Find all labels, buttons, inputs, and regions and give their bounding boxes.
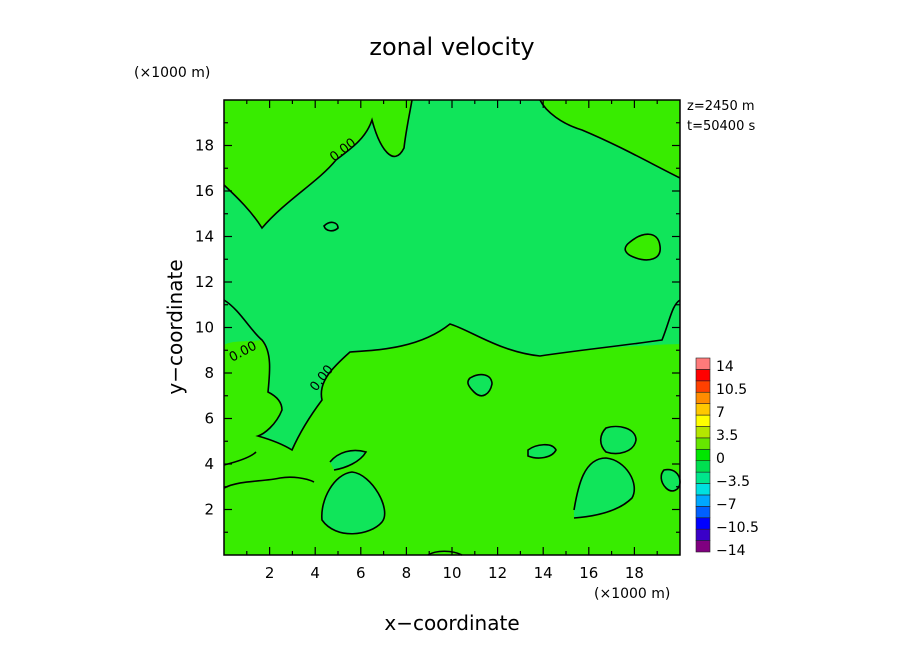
chart-title: zonal velocity [369,33,534,61]
colorbar-swatch [695,426,711,439]
y-tick-labels: 2 4 6 8 10 12 14 16 18 [195,137,214,519]
y-tick-label: 12 [195,273,214,291]
negative-pocket-6 [661,469,680,491]
axis-ticks [224,100,680,555]
contour-pocket-1 [573,457,636,519]
contour-pocket-5 [467,373,493,397]
colorbar-label: −14 [716,543,746,559]
y-axis-title: y−coordinate [163,259,187,394]
x-tick-label: 10 [442,564,461,582]
x-tick-label: 8 [402,564,412,582]
positive-region-north [224,100,412,228]
colorbar-swatch [695,369,711,382]
colorbar-swatch [695,528,711,541]
x-tick-label: 12 [488,564,507,582]
positive-region-east-blob [625,234,661,260]
x-tick-label: 16 [579,564,598,582]
x-tick-label: 2 [265,564,275,582]
colorbar-label: −10.5 [716,520,759,536]
x-tick-labels: 2 4 6 8 10 12 14 16 18 [265,564,644,582]
contour-west-low [223,476,315,489]
colorbar-swatch [695,403,711,416]
colorbar-swatch [695,506,711,519]
negative-pocket-2 [321,472,385,534]
colorbar-swatch [695,391,711,404]
y-tick-label: 6 [204,410,214,428]
colorbar-label: 14 [716,359,734,375]
contour-pocket-6 [660,468,681,492]
zero-contours [223,99,681,556]
colorbar-label: −3.5 [716,474,750,490]
contour-north [223,99,413,230]
positive-region-northeast [540,100,680,178]
colorbar-swatch [695,448,711,462]
y-units-label: (×1000 m) [134,65,210,81]
y-tick-label: 8 [204,364,214,382]
x-units-label: (×1000 m) [594,586,670,602]
contour-pocket-2 [321,471,386,535]
x-tick-label: 14 [534,564,553,582]
negative-pocket-5 [467,374,492,396]
colorbar-swatch [695,414,711,427]
x-tick-label: 6 [356,564,366,582]
y-tick-label: 18 [195,137,214,155]
negative-pocket-1 [574,458,635,518]
contour-bottom-edge [427,550,463,556]
colorbar-swatch [695,437,711,450]
contour-east-blob [624,233,661,261]
colorbar-swatch [695,460,711,473]
x-tick-label: 18 [625,564,644,582]
colorbar-swatch [695,357,711,370]
colorbar-labels: 14 10.5 7 3.5 0 −3.5 −7 −10.5 −14 [716,359,759,559]
contour-pocket-4 [527,443,557,459]
y-tick-label: 14 [195,228,214,246]
colorbar-swatch [695,494,711,507]
colorbar-label: 7 [716,405,725,421]
y-tick-label: 2 [204,501,214,519]
colorbar-label: 0 [716,451,725,467]
x-axis-title: x−coordinate [384,611,519,635]
contour-pocket-3 [599,425,637,455]
y-tick-label: 10 [195,319,214,337]
colorbar-swatch [695,540,711,553]
x-tick-label: 4 [310,564,320,582]
y-tick-label: 4 [204,455,214,473]
negative-pocket-4 [528,444,556,458]
plot-area: 0.00 0.00 0.00 [223,99,681,556]
y-tick-label: 16 [195,182,214,200]
contour-pocket-7 [329,449,368,471]
info-t: t=50400 s [687,119,755,134]
colorbar-swatch [695,483,711,496]
colorbar-swatch [695,380,711,393]
colorbar [695,357,711,553]
colorbar-swatch [695,471,711,484]
colorbar-swatch [695,517,711,530]
negative-pocket-3 [600,426,636,454]
contour-main-south [223,299,681,452]
contour-northeast [539,99,681,179]
colorbar-label: 10.5 [716,382,747,398]
colorbar-label: −7 [716,497,737,513]
info-z: z=2450 m [687,99,755,114]
colorbar-label: 3.5 [716,428,738,444]
contour-small-north [323,221,339,232]
